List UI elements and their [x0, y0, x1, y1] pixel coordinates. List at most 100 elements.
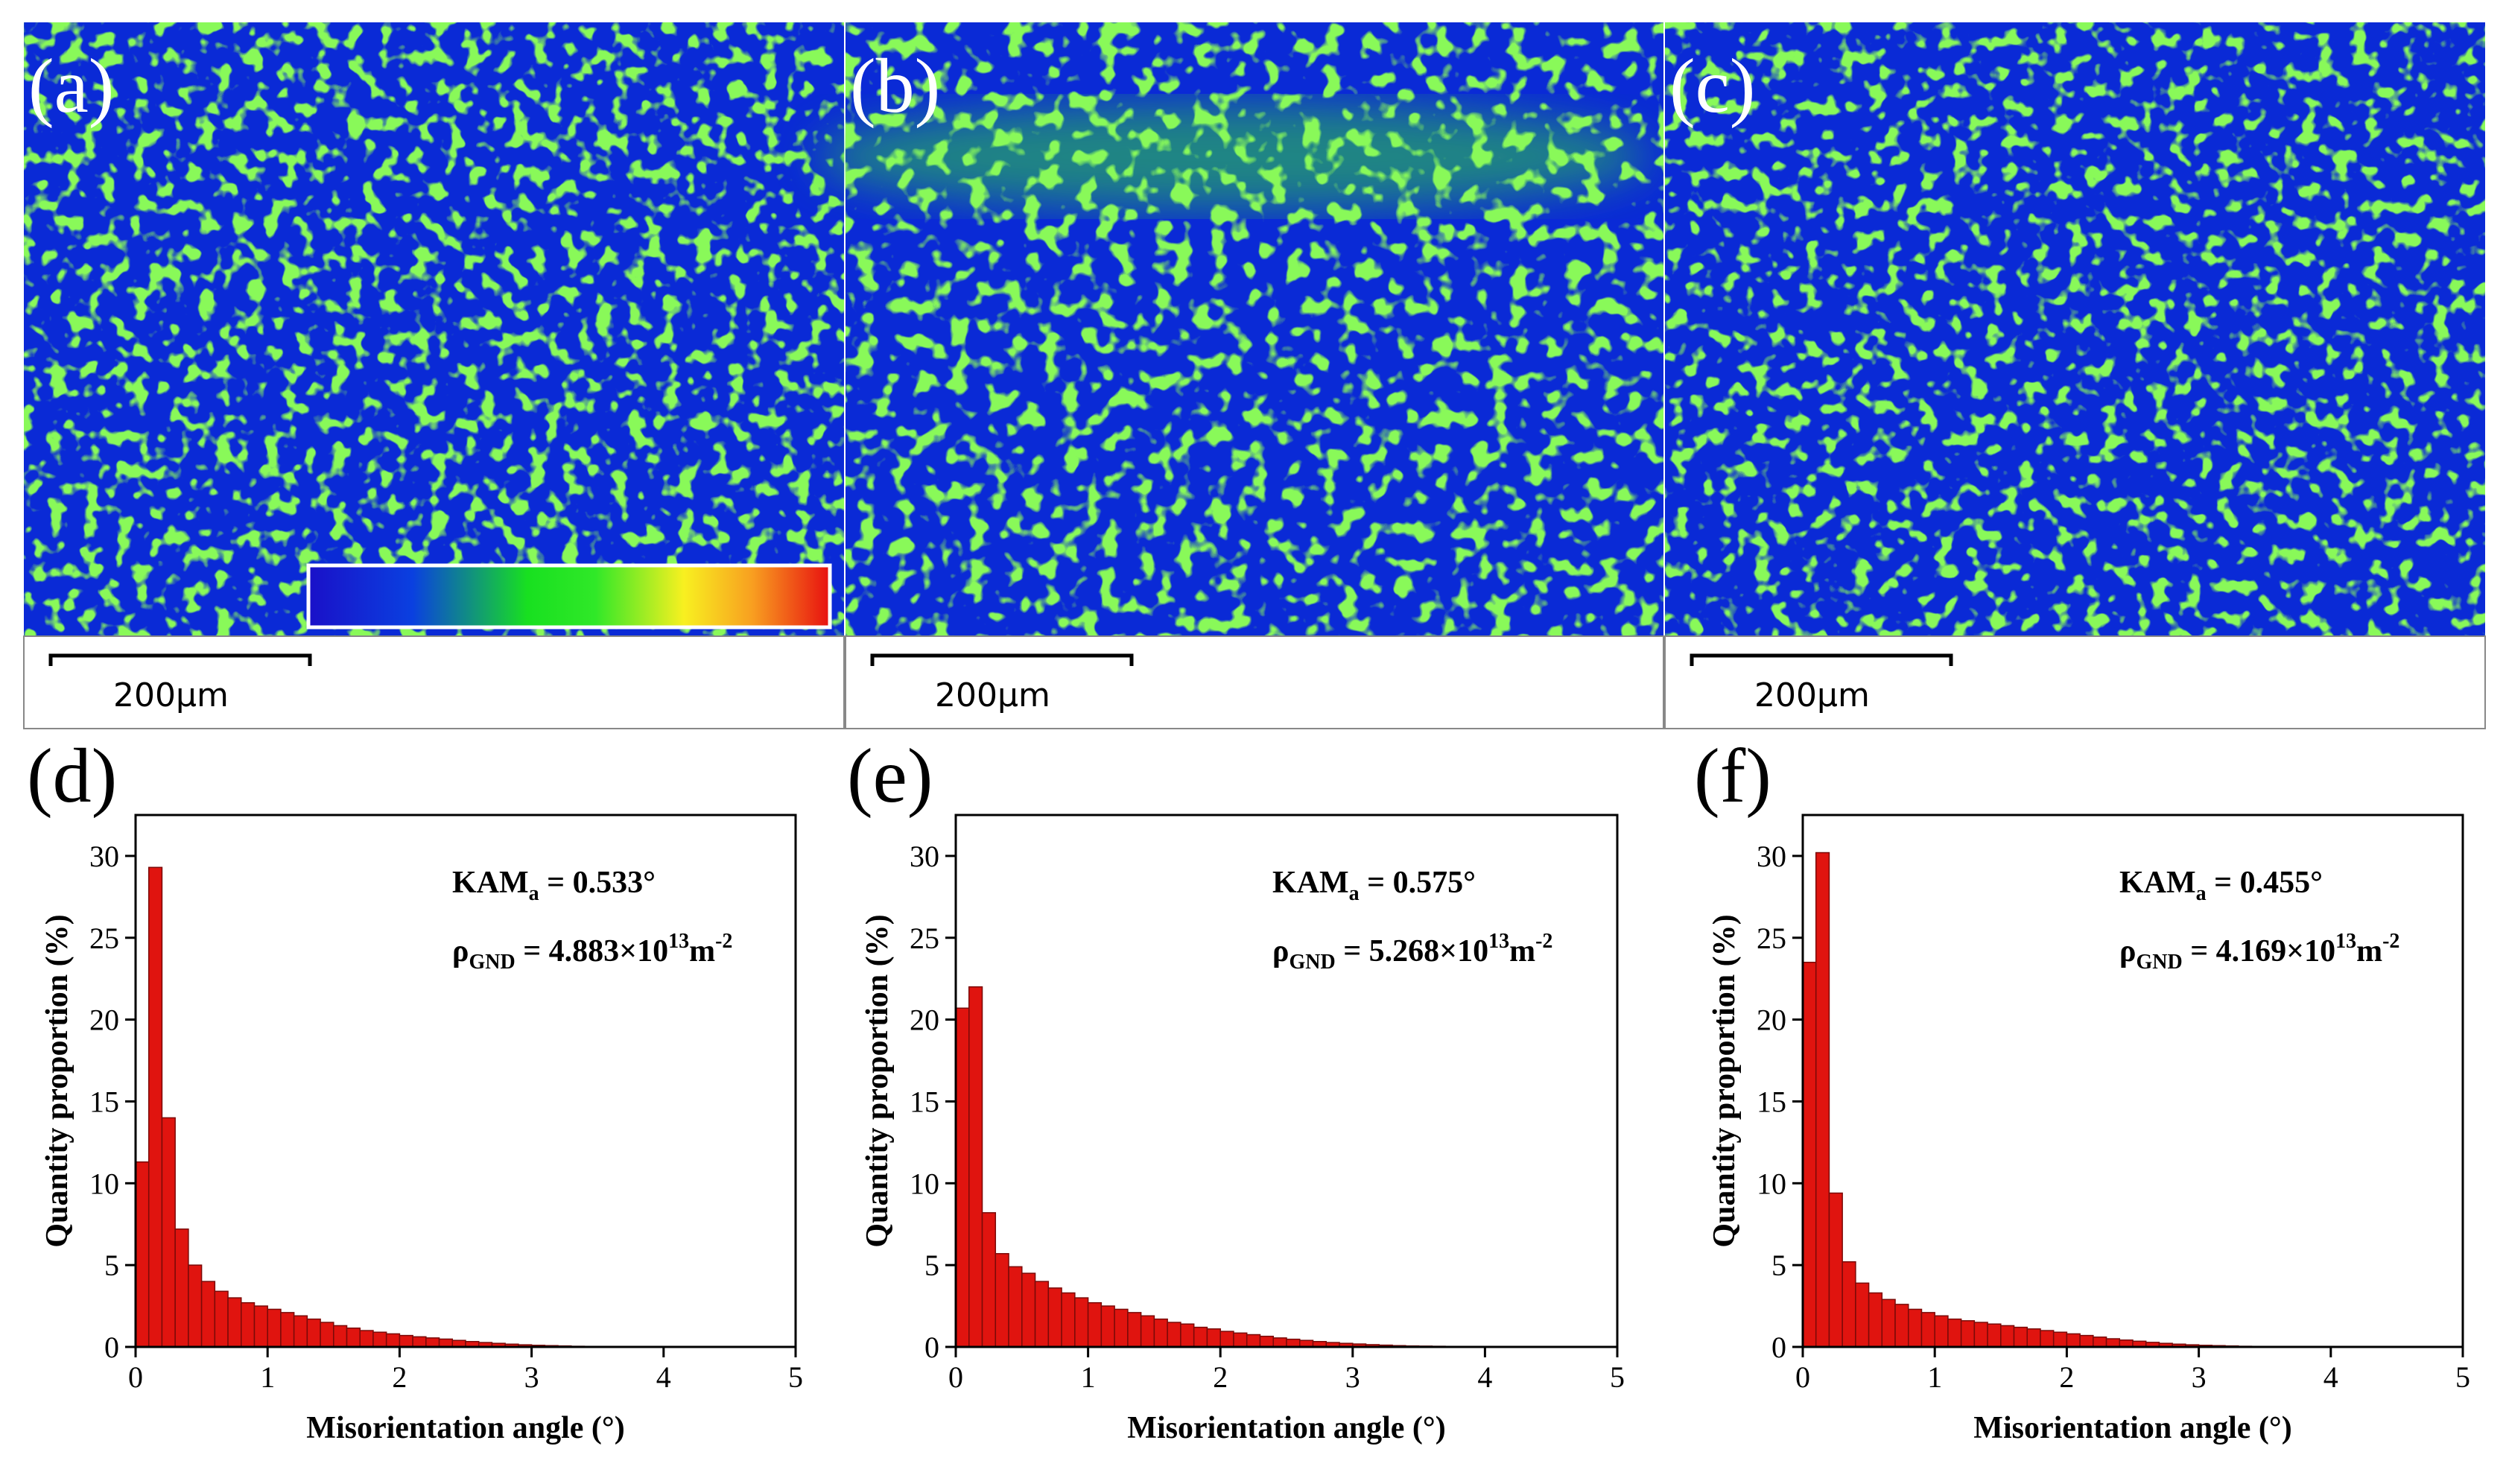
- panel-label: (b): [850, 43, 940, 129]
- histogram-bar: [2026, 1328, 2041, 1348]
- histogram-bar: [280, 1312, 295, 1348]
- scale-strip: [23, 635, 845, 729]
- histogram-bar: [1180, 1323, 1195, 1348]
- histogram-bar: [1114, 1308, 1129, 1348]
- histogram-bar: [333, 1325, 348, 1348]
- histogram-bar: [147, 866, 163, 1348]
- x-tick-label: 1: [1081, 1360, 1096, 1394]
- annotation-part: KAM: [1272, 866, 1349, 900]
- annotation-part: = 0.455°: [2207, 866, 2323, 900]
- histogram-bar: [981, 1212, 997, 1348]
- histogram-bar: [2105, 1338, 2121, 1348]
- annotation-part: a: [529, 882, 539, 905]
- x-tick-label: 0: [948, 1360, 963, 1394]
- histogram-bar: [1061, 1292, 1076, 1348]
- y-tick-label: 25: [910, 922, 939, 955]
- histogram-bar: [1881, 1298, 1896, 1348]
- histogram-bar: [1021, 1272, 1036, 1348]
- y-tick-label: 30: [910, 840, 939, 873]
- annotation-part: 13: [2335, 930, 2356, 953]
- histogram-bar: [1047, 1287, 1062, 1348]
- y-tick-label: 15: [89, 1085, 119, 1118]
- histogram-bar: [135, 1161, 150, 1348]
- histogram-bar: [1802, 961, 1817, 1348]
- x-tick-label: 4: [656, 1360, 671, 1394]
- annotation-part: = 0.575°: [1360, 866, 1476, 900]
- histogram-bar: [399, 1334, 413, 1348]
- x-axis-label: Misorientation angle (°): [1127, 1411, 1445, 1445]
- histogram-bar: [955, 1007, 970, 1348]
- histogram-bar: [1100, 1305, 1115, 1348]
- histogram-bar: [995, 1253, 1009, 1348]
- y-tick-label: 30: [1757, 840, 1786, 873]
- annotation: KAMa = 0.455°: [2119, 866, 2323, 905]
- histogram-bar: [1815, 852, 1830, 1348]
- annotation-part: -2: [715, 930, 732, 953]
- histogram-bar: [1206, 1328, 1221, 1348]
- histogram-panel: 0 1 2 3 4 5 0 5 10 15 20 25 30 Misorientation angle (…: [1694, 733, 2470, 1445]
- histogram-bar: [1140, 1315, 1155, 1348]
- histogram-bar: [1167, 1322, 1181, 1348]
- histogram-bar: [1008, 1266, 1023, 1348]
- annotation-part: = 4.883×10: [516, 934, 668, 968]
- histogram-bar: [1987, 1323, 2002, 1348]
- x-tick-label: 2: [1213, 1360, 1228, 1394]
- histogram-bar: [200, 1281, 216, 1348]
- histogram-bar: [241, 1301, 256, 1348]
- panel-label: (f): [1694, 733, 1771, 819]
- histogram-bar: [1074, 1297, 1089, 1348]
- y-tick-label: 25: [1757, 922, 1786, 955]
- map-texture: [846, 22, 1663, 636]
- histogram-bar: [161, 1117, 176, 1348]
- y-tick-label: 10: [1757, 1167, 1786, 1200]
- x-tick-label: 2: [2059, 1360, 2074, 1394]
- histogram-bar: [1034, 1281, 1050, 1348]
- annotation: ρGND = 4.883×1013m-2: [452, 930, 732, 974]
- plot-frame: [134, 814, 797, 1348]
- histogram-bar: [1842, 1261, 1856, 1348]
- y-tick-label: 5: [104, 1249, 119, 1282]
- annotation-part: KAM: [452, 866, 529, 900]
- annotation-part: GND: [2136, 951, 2182, 974]
- histogram-bar: [306, 1318, 321, 1348]
- annotation: KAMa = 0.575°: [1272, 866, 1476, 905]
- histogram-bar: [1894, 1304, 1909, 1348]
- histogram-bar: [968, 986, 983, 1348]
- scale-bar: [48, 653, 312, 666]
- plot-frame: [1801, 814, 2464, 1348]
- annotation-part: ρ: [452, 934, 469, 968]
- histogram-bar: [2013, 1326, 2028, 1348]
- x-tick-label: 2: [392, 1360, 407, 1394]
- y-tick-label: 30: [89, 840, 119, 873]
- histogram-bar: [2052, 1331, 2068, 1348]
- annotation-part: GND: [1289, 951, 1335, 974]
- annotation-part: = 5.268×10: [1336, 934, 1488, 968]
- x-tick-label: 4: [2323, 1360, 2338, 1394]
- annotation-part: a: [1349, 882, 1360, 905]
- histogram-bar: [1828, 1192, 1843, 1348]
- y-axis-label: Quantity proportion (%): [860, 914, 895, 1247]
- annotation-part: KAM: [2119, 866, 2196, 900]
- x-tick-label: 0: [1795, 1360, 1810, 1394]
- histogram-bar: [267, 1308, 282, 1348]
- histogram-bar: [1272, 1337, 1287, 1348]
- histogram-bar: [1259, 1335, 1274, 1348]
- histogram-bar: [385, 1333, 401, 1348]
- y-tick-label: 20: [1757, 1003, 1786, 1037]
- scale-strip: [1664, 635, 2486, 729]
- y-tick-label: 5: [1771, 1249, 1786, 1282]
- histogram-bar: [2079, 1334, 2094, 1348]
- y-tick-label: 0: [104, 1331, 119, 1364]
- histogram-bar: [214, 1290, 229, 1348]
- y-tick-label: 15: [1757, 1085, 1786, 1118]
- annotation-part: -2: [1535, 930, 1552, 953]
- histogram-bar: [1934, 1315, 1949, 1348]
- y-tick-label: 20: [910, 1003, 939, 1037]
- y-tick-label: 10: [89, 1167, 119, 1200]
- annotation-part: = 0.533°: [539, 866, 656, 900]
- histogram-bar: [1960, 1320, 1976, 1348]
- y-axis-label: Quantity proportion (%): [40, 914, 74, 1247]
- histogram-bar: [1286, 1338, 1301, 1348]
- annotation: ρGND = 4.169×1013m-2: [2119, 930, 2399, 974]
